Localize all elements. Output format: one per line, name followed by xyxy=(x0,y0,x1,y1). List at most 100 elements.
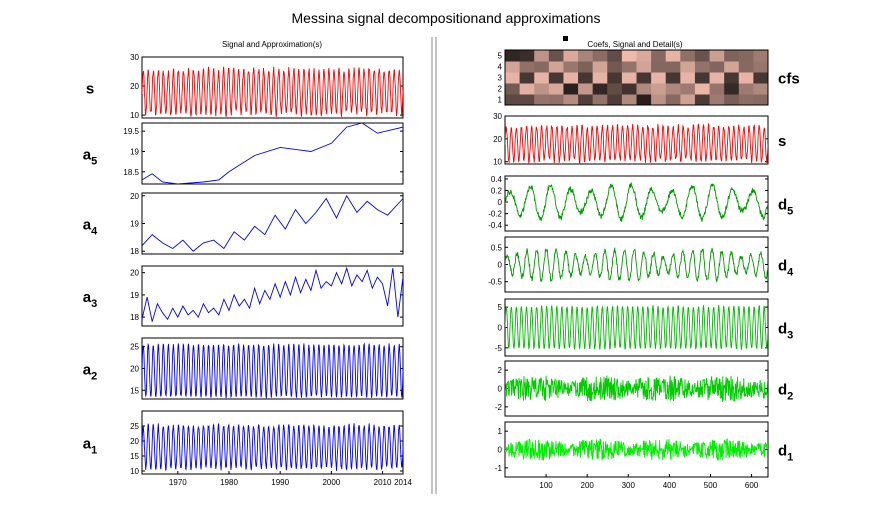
heatmap-cell xyxy=(578,94,594,106)
heatmap-cell xyxy=(534,94,550,106)
heatmap-cell xyxy=(519,50,535,62)
series-line xyxy=(142,266,403,322)
row-label-main: a xyxy=(83,362,92,379)
heatmap-cell xyxy=(651,61,667,73)
heatmap-cell xyxy=(607,94,623,106)
row-label: a4 xyxy=(83,217,98,238)
heatmap-cell xyxy=(636,61,652,73)
heatmap-cell xyxy=(519,72,535,84)
y-tick-label: 15 xyxy=(130,452,139,461)
y-tick-label: -5 xyxy=(495,344,503,353)
heatmap-cell xyxy=(680,50,696,62)
subplot-left-4: 15 20 25 a2 xyxy=(83,337,404,400)
heatmap-cell xyxy=(709,50,725,62)
heatmap-cell xyxy=(621,50,637,62)
heatmap-cell xyxy=(636,50,652,62)
heatmap-cell xyxy=(563,72,579,84)
left-panel-title: Signal and Approximation(s) xyxy=(222,40,322,49)
heatmap-cell xyxy=(607,61,623,73)
plots: 102030s18.51919.5a5181920a4181920a315202… xyxy=(83,49,800,490)
y-tick-label: 0 xyxy=(498,198,503,207)
row-label-sub: 3 xyxy=(787,330,793,342)
heatmap-cell xyxy=(680,94,696,106)
heatmap-cell xyxy=(665,83,681,95)
heatmap-cell xyxy=(709,61,725,73)
y-tick-label: 19.5 xyxy=(123,127,139,136)
heatmap-cell xyxy=(724,94,740,106)
row-label-main: a xyxy=(83,217,92,234)
heatmap-cell xyxy=(753,50,769,62)
y-tick-label: 10 xyxy=(493,158,502,167)
heatmap-cell xyxy=(548,94,564,106)
y-tick-label: 2 xyxy=(498,366,503,375)
row-label-sub: 2 xyxy=(91,371,97,383)
heatmap-cell xyxy=(607,50,623,62)
row-label: a2 xyxy=(83,362,97,383)
heatmap-cell xyxy=(534,50,550,62)
y-tick-label: 19 xyxy=(130,291,139,300)
y-tick-label: 0.4 xyxy=(491,175,503,184)
row-label-main: s xyxy=(778,133,786,150)
series-line xyxy=(505,247,768,283)
y-tick-label: 19 xyxy=(130,220,139,229)
heatmap-cell xyxy=(505,83,521,95)
heatmap-cell xyxy=(534,83,550,95)
row-label-main: cfs xyxy=(778,71,800,88)
heatmap-cell xyxy=(738,50,754,62)
row-label: a5 xyxy=(83,147,97,168)
heatmap-cell xyxy=(738,94,754,106)
heatmap-cell xyxy=(738,72,754,84)
row-label-main: d xyxy=(778,197,787,214)
y-tick-label: 10 xyxy=(130,111,139,120)
x-tick-label: 500 xyxy=(704,481,718,490)
y-tick-label: 0.2 xyxy=(491,186,503,195)
y-tick-label: 0 xyxy=(498,261,503,270)
heatmap-cell xyxy=(694,61,711,73)
y-tick-label: 0 xyxy=(498,446,503,455)
row-label: d4 xyxy=(778,258,794,279)
y-tick-label: -2 xyxy=(495,403,503,412)
heatmap-cell xyxy=(694,72,711,84)
y-tick-label: 19 xyxy=(130,147,139,156)
series-line xyxy=(142,66,403,118)
y-tick-label: 10 xyxy=(130,467,139,476)
y-tick-label: 20 xyxy=(493,135,502,144)
y-tick-label: 30 xyxy=(130,53,139,62)
x-tick-label: 300 xyxy=(622,481,636,490)
y-tick-label: 2 xyxy=(498,85,503,94)
row-label-main: d xyxy=(778,382,787,399)
right-panel-marker xyxy=(563,36,568,41)
row-label: s xyxy=(86,81,94,98)
y-tick-label: 15 xyxy=(130,386,139,395)
y-tick-label: 18 xyxy=(130,313,139,322)
subplot-right-1: 10 20 30 s xyxy=(493,112,786,167)
row-label-main: a xyxy=(83,436,92,453)
y-tick-label: 0.5 xyxy=(491,243,503,252)
figure-title: Messina signal decompositionand approxim… xyxy=(292,10,601,26)
y-tick-label: 1 xyxy=(498,427,503,436)
heatmap-cell xyxy=(651,50,667,62)
subplot-left-1: 18.5 19 19.5 a5 xyxy=(83,122,404,185)
y-tick-label: 20 xyxy=(130,269,139,278)
heatmap-cell xyxy=(621,61,637,73)
row-label-sub: 5 xyxy=(787,206,793,218)
heatmap-cell xyxy=(636,94,652,106)
series-line xyxy=(505,122,768,164)
heatmap-cell xyxy=(694,50,711,62)
heatmap-cell xyxy=(621,94,637,106)
heatmap-cell xyxy=(724,72,740,84)
y-tick-label: 20 xyxy=(130,82,139,91)
heatmap-cell xyxy=(505,72,521,84)
heatmap-cell xyxy=(680,83,696,95)
heatmap-cell xyxy=(548,72,564,84)
heatmap-cell xyxy=(709,72,725,84)
y-tick-label: 30 xyxy=(493,112,502,121)
row-label-main: s xyxy=(86,81,94,98)
y-tick-label: -0.2 xyxy=(488,210,502,219)
heatmap-cell xyxy=(563,50,579,62)
axes-frame xyxy=(141,122,404,185)
y-tick-label: 5 xyxy=(498,52,503,61)
heatmap-cell xyxy=(592,50,608,62)
heatmap-cell xyxy=(724,83,740,95)
